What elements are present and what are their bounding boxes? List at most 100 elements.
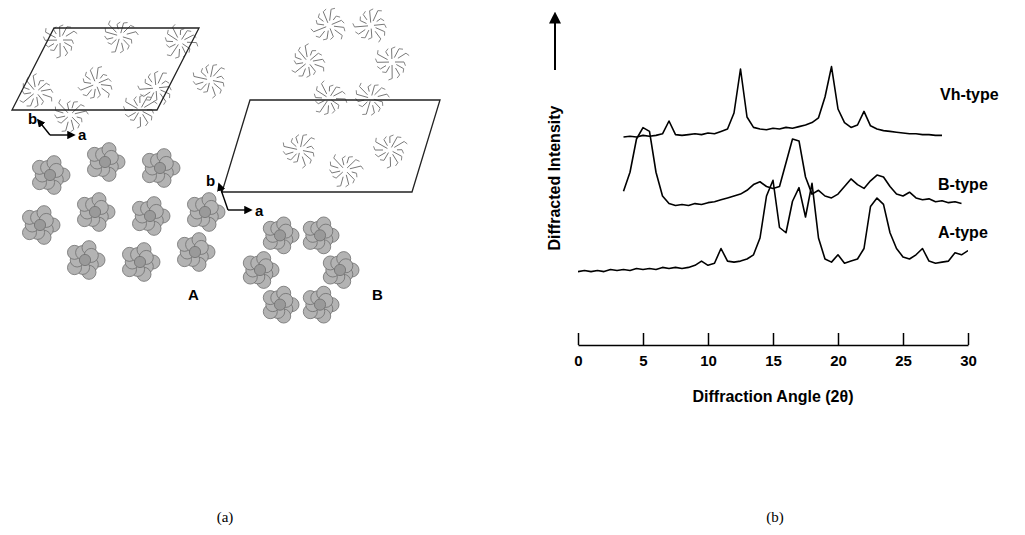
stick [131, 25, 135, 27]
stick [321, 81, 324, 84]
atom [189, 246, 200, 257]
molecule-sticks [356, 83, 390, 115]
stick [404, 62, 405, 66]
stick [182, 47, 186, 55]
stick [62, 130, 66, 131]
structure-a: baA [12, 21, 225, 303]
stick [318, 14, 319, 18]
stick [349, 156, 353, 157]
axis-arrow [228, 209, 251, 210]
stick [194, 76, 207, 79]
stick [357, 94, 369, 97]
stick [293, 161, 297, 163]
stick [287, 158, 291, 159]
stick [97, 68, 98, 79]
stick [213, 68, 221, 77]
stick [56, 111, 64, 113]
stick [315, 64, 324, 67]
stick [139, 97, 140, 103]
stick [115, 39, 119, 52]
stick [123, 37, 132, 40]
figure: baAbaB(a)Vh-typeB-typeA-type051015202530… [0, 0, 1025, 535]
stick [74, 101, 78, 102]
stick [137, 126, 141, 128]
stick [380, 66, 386, 69]
molecule-sticks [105, 21, 139, 53]
stick [57, 116, 65, 118]
stick [40, 80, 44, 81]
stick [24, 93, 31, 94]
stick [341, 177, 343, 186]
stick [368, 84, 371, 86]
stick [122, 43, 124, 51]
stick [330, 85, 334, 86]
structure-label: A [188, 286, 199, 303]
stick [356, 90, 357, 94]
stick [406, 53, 409, 55]
stick [283, 142, 285, 146]
stick [384, 32, 385, 36]
stick [145, 123, 147, 126]
stick [332, 111, 335, 114]
stick [397, 75, 399, 78]
stick [154, 101, 157, 103]
stick [341, 20, 344, 23]
stick [313, 153, 315, 157]
pattern-line [624, 128, 962, 206]
stick [217, 76, 222, 78]
stick [333, 176, 337, 178]
stick [377, 67, 380, 69]
stick [175, 57, 179, 58]
stick [373, 11, 378, 21]
stick [158, 73, 163, 83]
stick [108, 21, 110, 25]
cell-axis-label: a [255, 202, 264, 219]
stick [384, 140, 388, 146]
stick [206, 67, 208, 73]
stick [38, 83, 46, 90]
helix [67, 241, 105, 280]
stick [361, 166, 363, 169]
stick [403, 69, 405, 73]
stick [155, 71, 159, 73]
stick [59, 103, 68, 113]
stick [378, 94, 387, 96]
stick [337, 105, 339, 109]
stick [321, 84, 326, 94]
stick [302, 166, 305, 169]
stick [221, 68, 225, 69]
stick [35, 105, 38, 107]
stick [303, 134, 307, 136]
atom [314, 230, 325, 241]
stick [359, 30, 366, 35]
stick [283, 151, 285, 154]
stick [131, 40, 132, 44]
stick [396, 68, 400, 75]
stick [305, 44, 308, 46]
stick [305, 46, 307, 57]
stick [220, 90, 221, 94]
stick [143, 114, 148, 123]
stick [375, 31, 381, 39]
stick [50, 49, 54, 51]
stick [163, 72, 167, 73]
stick [120, 51, 123, 53]
stick [124, 25, 131, 32]
stick [123, 40, 129, 46]
stick [144, 101, 154, 107]
stick [201, 72, 206, 77]
series-group [578, 180, 968, 271]
stick [187, 30, 191, 32]
stick [38, 81, 40, 86]
stick [27, 105, 31, 106]
stick [201, 68, 202, 72]
stick [196, 43, 197, 47]
stick [330, 37, 333, 40]
stick [90, 67, 93, 70]
helix [32, 156, 70, 195]
stick [404, 141, 407, 143]
stick [296, 135, 299, 138]
stick [394, 141, 404, 147]
stick [64, 42, 71, 46]
stick [125, 98, 127, 102]
